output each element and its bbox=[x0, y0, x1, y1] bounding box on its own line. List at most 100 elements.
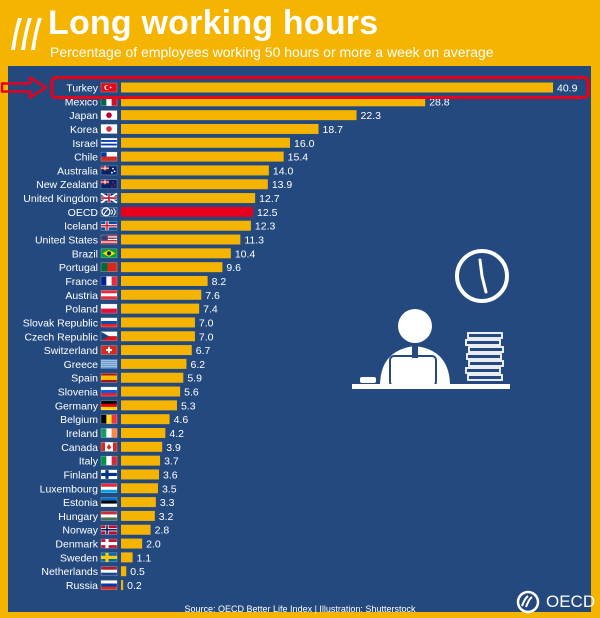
category-label: Estonia bbox=[63, 497, 98, 509]
bar bbox=[121, 82, 553, 93]
category-label: Korea bbox=[70, 124, 98, 136]
category-label: Canada bbox=[61, 442, 98, 454]
bar bbox=[121, 275, 208, 286]
category-label: Czech Republic bbox=[24, 331, 98, 343]
category-label: Portugal bbox=[59, 262, 98, 274]
value-label: 7.6 bbox=[205, 290, 220, 302]
desk-icon bbox=[352, 384, 510, 389]
bar bbox=[121, 123, 319, 134]
oecd-mark-icon bbox=[11, 18, 42, 50]
country-flag-icon bbox=[100, 469, 118, 480]
value-label: 11.3 bbox=[244, 235, 264, 247]
country-flag-icon bbox=[100, 455, 118, 466]
category-label: Luxembourg bbox=[40, 483, 99, 495]
category-label: United States bbox=[35, 235, 98, 247]
category-label: Slovenia bbox=[58, 387, 98, 399]
bar bbox=[121, 193, 256, 204]
oecd-logo-icon bbox=[516, 590, 540, 614]
category-label: Australia bbox=[57, 165, 98, 177]
bar bbox=[121, 552, 133, 563]
category-label: Finland bbox=[64, 469, 99, 481]
value-label: 6.7 bbox=[196, 345, 211, 357]
category-label: Brazil bbox=[72, 248, 98, 260]
bar bbox=[121, 428, 166, 438]
bar bbox=[121, 137, 290, 148]
bar bbox=[121, 303, 200, 314]
value-label: 9.6 bbox=[226, 262, 241, 274]
category-label: Hungary bbox=[58, 511, 98, 523]
country-flag-icon bbox=[100, 580, 118, 590]
category-label: Russia bbox=[66, 580, 98, 592]
value-label: 13.9 bbox=[272, 179, 293, 191]
category-label: Norway bbox=[62, 525, 98, 537]
page-subtitle: Percentage of employees working 50 hours… bbox=[50, 44, 494, 60]
bar bbox=[121, 220, 251, 231]
value-label: 8.2 bbox=[212, 276, 227, 288]
country-flag-icon bbox=[100, 151, 118, 162]
bar bbox=[121, 110, 357, 121]
bar bbox=[121, 441, 163, 452]
country-flag-icon bbox=[100, 110, 118, 120]
value-label: 12.7 bbox=[259, 193, 280, 205]
value-label: 2.0 bbox=[146, 539, 161, 551]
category-label: United Kingdom bbox=[23, 193, 98, 205]
country-flag-icon bbox=[100, 248, 118, 259]
value-label: 22.3 bbox=[361, 110, 382, 122]
country-flag-icon bbox=[100, 525, 118, 535]
value-label: 3.6 bbox=[163, 469, 178, 481]
country-flag-icon bbox=[100, 552, 118, 563]
category-label: Italy bbox=[79, 456, 99, 468]
header: Long working hours Percentage of employe… bbox=[0, 0, 600, 66]
bar bbox=[121, 386, 181, 397]
country-flag-icon bbox=[100, 538, 118, 549]
value-label: 40.9 bbox=[557, 83, 578, 95]
country-flag-icon bbox=[100, 124, 118, 134]
value-label: 2.8 bbox=[155, 525, 170, 537]
value-label: 6.2 bbox=[190, 359, 205, 371]
category-label: Israel bbox=[72, 138, 98, 150]
value-label: 7.0 bbox=[199, 331, 214, 343]
bar bbox=[121, 510, 155, 521]
country-flag-icon bbox=[100, 234, 118, 245]
bar bbox=[121, 234, 241, 245]
category-label: Chile bbox=[74, 152, 98, 164]
category-label: Poland bbox=[65, 304, 98, 316]
value-label: 4.2 bbox=[169, 428, 184, 440]
category-label: Sweden bbox=[60, 552, 98, 564]
bar bbox=[121, 358, 187, 369]
value-label: 12.5 bbox=[257, 207, 278, 219]
category-label: OECD bbox=[68, 207, 99, 219]
country-flag-icon bbox=[100, 192, 118, 204]
category-label: Germany bbox=[55, 400, 99, 412]
worker-icon bbox=[360, 309, 450, 387]
bar bbox=[121, 483, 158, 494]
bar bbox=[121, 497, 156, 508]
bar bbox=[121, 165, 269, 176]
value-label: 10.4 bbox=[235, 248, 256, 260]
value-label: 28.8 bbox=[429, 96, 450, 108]
value-label: 3.2 bbox=[159, 511, 174, 523]
value-label: 18.7 bbox=[323, 124, 344, 136]
country-flag-icon bbox=[100, 442, 118, 452]
value-label: 7.4 bbox=[203, 304, 218, 316]
oecd-brand: OECD bbox=[546, 592, 596, 611]
bar bbox=[121, 524, 151, 535]
bar bbox=[121, 414, 170, 425]
bar bbox=[121, 331, 195, 342]
country-flag-icon bbox=[100, 373, 118, 383]
country-flag-icon bbox=[100, 428, 118, 438]
country-flag-icon bbox=[100, 483, 118, 493]
value-label: 5.9 bbox=[187, 373, 202, 385]
bar bbox=[121, 96, 426, 107]
country-flag-icon bbox=[100, 303, 118, 314]
category-label: Japan bbox=[69, 110, 98, 122]
category-label: Greece bbox=[64, 359, 99, 371]
bar bbox=[121, 580, 124, 591]
value-label: 14.0 bbox=[273, 165, 294, 177]
bar bbox=[121, 248, 231, 259]
category-label: Denmark bbox=[55, 539, 98, 551]
bar bbox=[121, 151, 284, 162]
value-label: 0.2 bbox=[127, 580, 142, 592]
country-flag-icon bbox=[100, 179, 118, 189]
